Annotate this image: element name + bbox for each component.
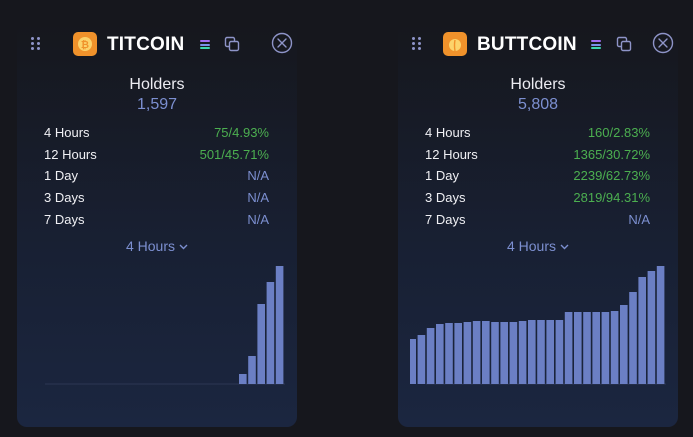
chart-bar [647, 271, 656, 384]
chart-bar [239, 374, 247, 384]
timeframe-dropdown[interactable]: 4 Hours [17, 238, 297, 254]
chart-bar [518, 321, 527, 384]
chart-bar [583, 312, 591, 384]
token-card-buttcoin: BUTTCOIN Holders 5,808 4 Hours 160/2.83% 1… [398, 24, 678, 427]
timeframe-dropdown-label: 4 Hours [125, 238, 176, 254]
chart-bar [564, 312, 573, 384]
drag-handle-icon[interactable] [412, 37, 422, 51]
stat-row-value: N/A [628, 211, 650, 227]
chart-bar [601, 312, 610, 384]
stat-row-value: 2239/62.73% [573, 168, 650, 184]
bitcoin-coin-icon: ₿ [73, 32, 97, 56]
chart-baseline [426, 383, 666, 385]
stat-row-label: 1 Day [44, 168, 78, 184]
stat-row: 1 Day 2239/62.73% [425, 168, 650, 188]
chart-bar [454, 323, 462, 384]
close-icon[interactable] [652, 32, 674, 54]
copy-icon[interactable] [223, 35, 241, 53]
chart-bar [509, 322, 518, 384]
stat-row: 3 Days 2819/94.31% [425, 190, 650, 210]
stat-row-value: N/A [247, 168, 269, 184]
chart-bar [610, 311, 619, 384]
chart-bar [537, 320, 545, 384]
chart-bar [248, 356, 256, 384]
timeframe-dropdown[interactable]: 4 Hours [398, 238, 678, 254]
stat-row-value: N/A [247, 190, 269, 206]
holders-label: Holders [510, 76, 566, 93]
chart-bar [528, 320, 536, 384]
token-card-titcoin: ₿ TITCOIN Holders 1,597 4 Hours 75/4.93% 1… [17, 24, 297, 427]
stat-row: 4 Hours 75/4.93% [44, 125, 269, 145]
chart-bar [410, 339, 416, 384]
menu-icon[interactable] [200, 40, 210, 49]
chart-bar [463, 322, 472, 384]
stat-row-value: 1365/30.72% [573, 146, 650, 162]
stat-row: 12 Hours 501/45.71% [44, 147, 269, 167]
chart-bar [472, 321, 481, 384]
stat-row-label: 12 Hours [425, 146, 478, 162]
chart-bar [500, 322, 508, 384]
stat-row-label: 3 Days [44, 190, 85, 206]
menu-icon[interactable] [591, 40, 601, 49]
chart-bar [426, 328, 435, 384]
stat-row: 12 Hours 1365/30.72% [425, 147, 650, 167]
holders-count: 5,808 [517, 96, 559, 113]
stat-row-label: 3 Days [425, 190, 466, 206]
stat-row-label: 7 Days [425, 211, 466, 227]
stat-row-value: 501/45.71% [199, 146, 269, 162]
stat-row-value: 2819/94.31% [573, 190, 650, 206]
stat-row: 7 Days N/A [425, 212, 650, 232]
chart-bar [257, 304, 265, 384]
chart-bar [275, 266, 284, 384]
card-header: BUTTCOIN [398, 30, 678, 58]
stat-row: 4 Hours 160/2.83% [425, 125, 650, 145]
stat-row-value: N/A [247, 211, 269, 227]
chart-bar [445, 323, 453, 384]
chart-baseline [45, 383, 285, 385]
stat-row-value: 160/2.83% [587, 125, 650, 140]
holders-count: 1,597 [136, 96, 178, 113]
stat-row-label: 12 Hours [44, 146, 97, 162]
chevron-down-icon [560, 244, 569, 250]
timeframe-dropdown-label: 4 Hours [506, 238, 557, 254]
chart-bar [436, 324, 444, 384]
stat-row-label: 1 Day [425, 168, 459, 184]
chart-bar [491, 322, 499, 384]
stat-row: 1 Day N/A [44, 168, 269, 188]
drag-handle-icon[interactable] [31, 37, 41, 51]
stat-row-value: 75/4.93% [214, 125, 269, 140]
stat-row: 7 Days N/A [44, 212, 269, 232]
chart-bar [656, 266, 665, 384]
chart-bar [555, 320, 564, 384]
chart-bar [417, 335, 426, 384]
holders-bar-chart [45, 266, 285, 385]
stat-row-label: 4 Hours [425, 125, 471, 140]
peach-coin-icon [443, 32, 467, 56]
copy-icon[interactable] [615, 35, 633, 53]
chart-bar [629, 292, 637, 384]
chart-bar [266, 282, 275, 384]
token-name: TITCOIN [107, 34, 185, 55]
chart-bar [638, 277, 646, 384]
stat-row-label: 4 Hours [44, 125, 90, 140]
chart-bar [592, 312, 600, 384]
stat-row: 3 Days N/A [44, 190, 269, 210]
chevron-down-icon [179, 244, 188, 250]
chart-bar [620, 305, 628, 384]
chart-bar [574, 312, 582, 384]
holders-label: Holders [129, 76, 185, 93]
close-icon[interactable] [271, 32, 293, 54]
chart-bar [546, 320, 554, 384]
token-name: BUTTCOIN [477, 34, 577, 55]
chart-bar [482, 321, 490, 384]
holders-bar-chart [410, 266, 666, 385]
svg-text:₿: ₿ [81, 39, 89, 51]
card-header: ₿ TITCOIN [17, 30, 297, 58]
stat-row-label: 7 Days [44, 211, 85, 227]
